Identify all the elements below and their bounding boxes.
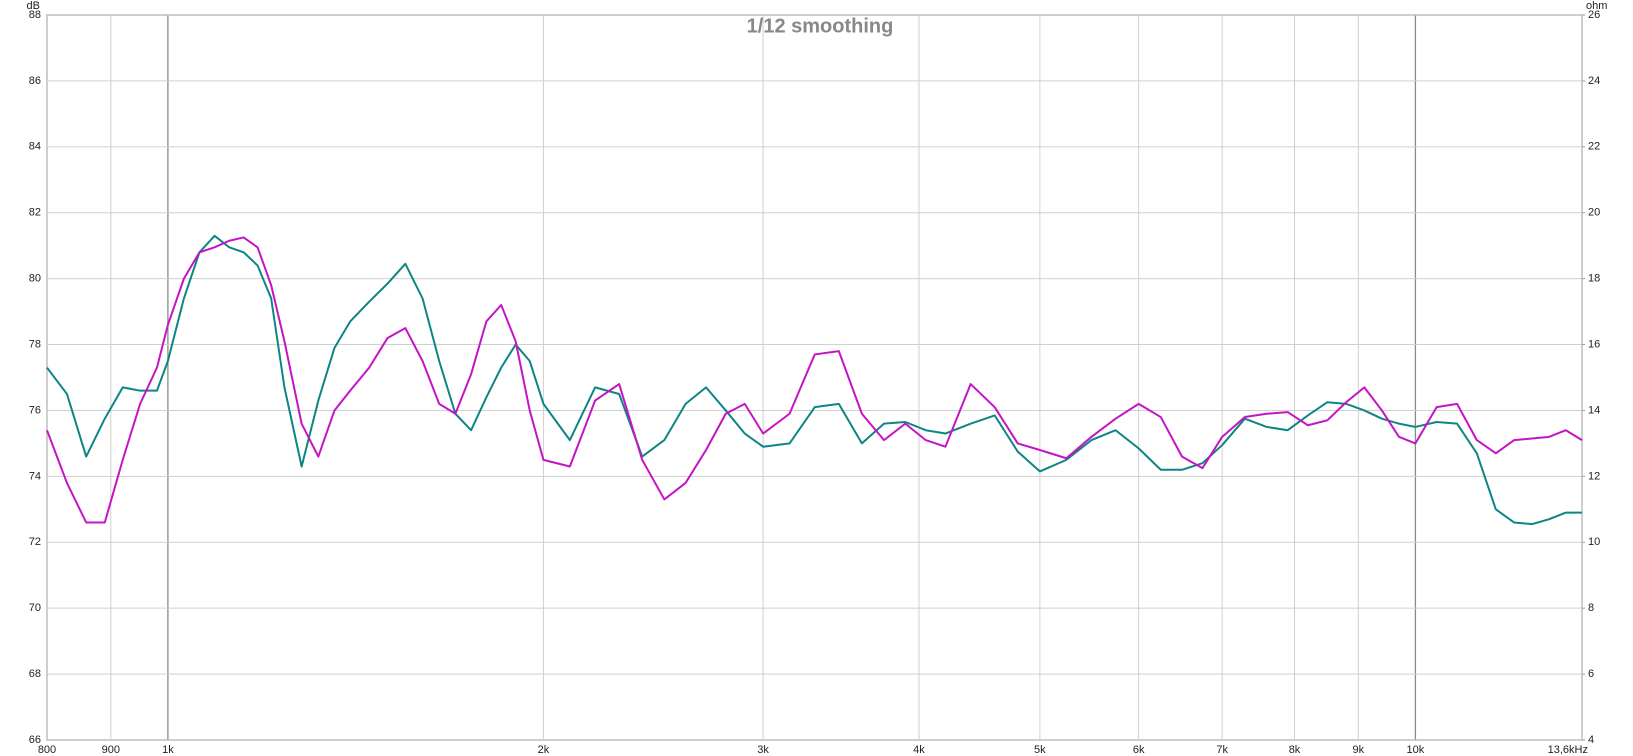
y-tick-label: 66 bbox=[29, 734, 41, 746]
x-tick-label: 9k bbox=[1353, 744, 1365, 756]
y-tick-label: 84 bbox=[29, 141, 41, 153]
y2-tick-label: 14 bbox=[1588, 404, 1600, 416]
y2-tick-label: 4 bbox=[1588, 734, 1594, 746]
y-tick-label: 82 bbox=[29, 207, 41, 219]
x-tick-label: 10k bbox=[1407, 744, 1425, 756]
y-tick-label: 76 bbox=[29, 404, 41, 416]
y-tick-label: 70 bbox=[29, 602, 41, 614]
y2-tick-label: 8 bbox=[1588, 602, 1594, 614]
y-axis-label: dB bbox=[27, 0, 40, 12]
y2-tick-label: 26 bbox=[1588, 9, 1600, 21]
x-tick-label: 3k bbox=[757, 744, 769, 756]
y-tick-label: 88 bbox=[29, 9, 41, 21]
x-tick-label: 2k bbox=[538, 744, 550, 756]
x-tick-label: 5k bbox=[1034, 744, 1046, 756]
x-tick-label: 800 bbox=[38, 744, 56, 756]
y2-tick-label: 16 bbox=[1588, 338, 1600, 350]
x-tick-label: 6k bbox=[1133, 744, 1145, 756]
y2-tick-label: 10 bbox=[1588, 536, 1600, 548]
y-tick-label: 78 bbox=[29, 338, 41, 350]
y-tick-label: 80 bbox=[29, 273, 41, 285]
x-tick-label: 13,6kHz bbox=[1548, 744, 1588, 756]
y2-tick-label: 18 bbox=[1588, 273, 1600, 285]
y2-axis-label: ohm bbox=[1586, 0, 1607, 12]
x-tick-label: 1k bbox=[162, 744, 174, 756]
x-tick-label: 8k bbox=[1289, 744, 1301, 756]
series-line bbox=[46, 234, 1582, 526]
y2-tick-label: 22 bbox=[1588, 141, 1600, 153]
y-tick-label: 72 bbox=[29, 536, 41, 548]
x-tick-label: 7k bbox=[1216, 744, 1228, 756]
x-tick-label: 900 bbox=[102, 744, 120, 756]
y2-tick-label: 24 bbox=[1588, 75, 1600, 87]
x-tick-label: 4k bbox=[913, 744, 925, 756]
chart-title: 1/12 smoothing bbox=[747, 15, 894, 37]
plot-frame bbox=[46, 14, 1583, 741]
y2-tick-label: 12 bbox=[1588, 470, 1600, 482]
y2-tick-label: 20 bbox=[1588, 207, 1600, 219]
y-tick-label: 86 bbox=[29, 75, 41, 87]
y-tick-label: 68 bbox=[29, 668, 41, 680]
y2-tick-label: 6 bbox=[1588, 668, 1594, 680]
y-tick-label: 74 bbox=[29, 470, 41, 482]
series-line bbox=[46, 236, 1583, 524]
